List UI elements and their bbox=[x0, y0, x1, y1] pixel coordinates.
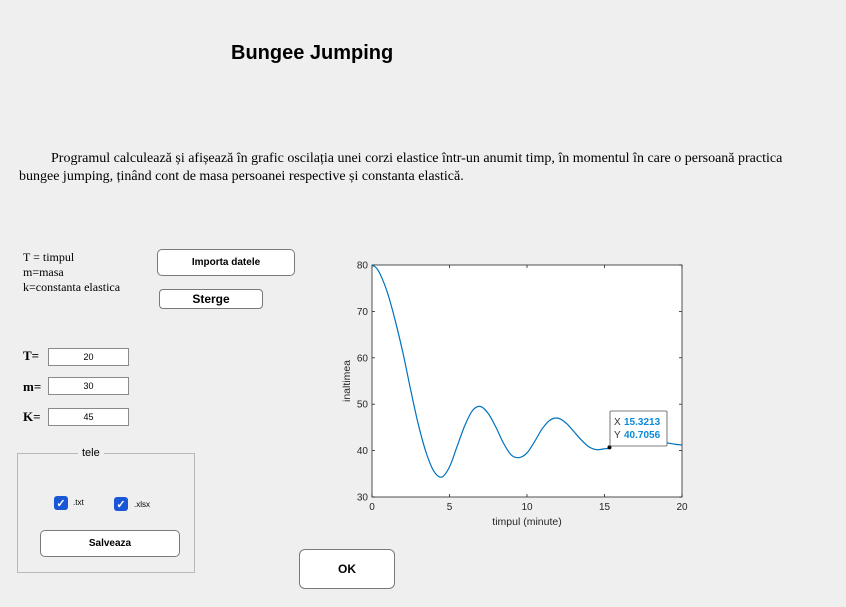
ok-button[interactable]: OK bbox=[299, 549, 395, 589]
import-data-button[interactable]: Importa datele bbox=[157, 249, 295, 276]
chart-plot-area bbox=[371, 264, 683, 498]
export-panel-title: tele bbox=[78, 447, 104, 459]
m-label: m= bbox=[23, 379, 42, 394]
k-input[interactable]: 45 bbox=[48, 408, 129, 426]
x-tick-label: 15 bbox=[599, 502, 611, 513]
checkmark-icon: ✓ bbox=[56, 497, 66, 510]
y-tick-label: 30 bbox=[357, 493, 369, 504]
m-input[interactable]: 30 bbox=[48, 377, 129, 395]
y-tick-label: 60 bbox=[357, 353, 369, 364]
y-tick-label: 80 bbox=[357, 261, 369, 272]
legend-text: T = timpul m=masa k=constanta elastica bbox=[23, 250, 120, 295]
k-label: K= bbox=[23, 409, 41, 424]
y-tick-label: 70 bbox=[357, 307, 369, 318]
export-panel bbox=[17, 453, 195, 573]
chart-x-axis-label: timpul (minute) bbox=[492, 516, 561, 528]
xlsx-checkbox[interactable]: ✓ bbox=[114, 497, 128, 511]
x-tick-label: 20 bbox=[676, 502, 688, 513]
xlsx-checkbox-label: .xlsx bbox=[134, 500, 150, 509]
datatip-x-label: X bbox=[614, 417, 621, 428]
datatip-y-label: Y bbox=[614, 430, 621, 441]
y-tick-label: 50 bbox=[357, 400, 369, 411]
datatip-y-value: 40.7056 bbox=[624, 430, 661, 441]
chart-y-axis-label: inaltimea bbox=[341, 360, 353, 402]
x-tick-label: 0 bbox=[369, 502, 375, 513]
legend-line-timpul: T = timpul bbox=[23, 250, 75, 264]
txt-checkbox[interactable]: ✓ bbox=[54, 496, 68, 510]
checkmark-icon: ✓ bbox=[116, 498, 126, 511]
save-button[interactable]: Salveaza bbox=[40, 530, 180, 557]
datatip-leader bbox=[609, 445, 611, 448]
t-label: T= bbox=[23, 348, 40, 363]
legend-line-masa: m=masa bbox=[23, 265, 64, 279]
legend-line-constanta: k=constanta elastica bbox=[23, 280, 121, 294]
x-tick-label: 10 bbox=[521, 502, 533, 513]
description-text: Programul calculează și afișează în graf… bbox=[19, 151, 783, 184]
datatip-x-value: 15.3213 bbox=[624, 417, 661, 428]
datatip-box[interactable] bbox=[609, 410, 668, 447]
t-input[interactable]: 20 bbox=[48, 348, 129, 366]
page-title: Bungee Jumping bbox=[231, 42, 394, 64]
clear-button[interactable]: Sterge bbox=[159, 289, 263, 309]
txt-checkbox-label: .txt bbox=[73, 498, 84, 507]
x-tick-label: 5 bbox=[447, 502, 453, 513]
y-tick-label: 40 bbox=[357, 446, 369, 457]
